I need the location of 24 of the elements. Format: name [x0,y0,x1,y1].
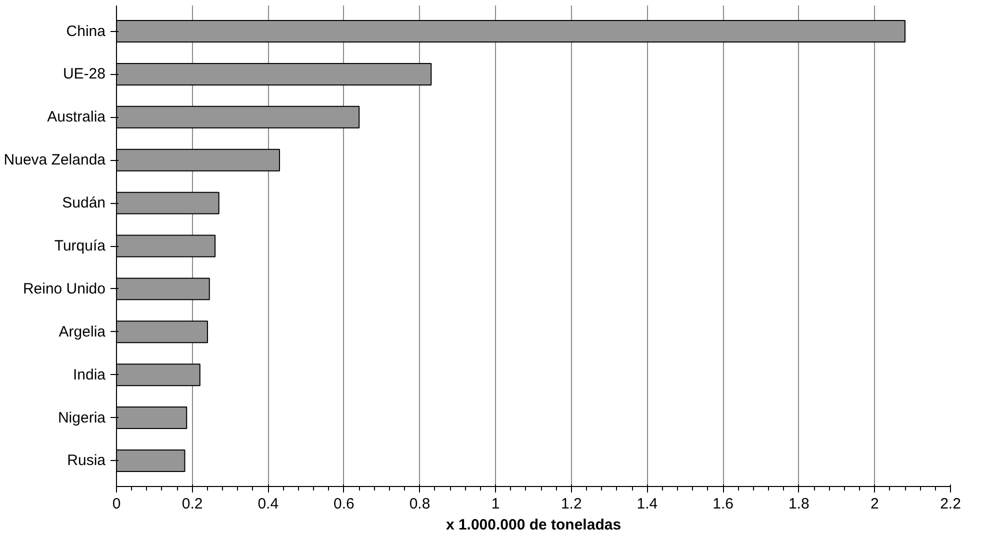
x-tick-label: 1.8 [788,496,810,512]
x-axis-title: x 1.000.000 de toneladas [446,516,622,534]
x-tick-label: 2 [870,496,879,512]
x-tick-label: 0.2 [182,496,203,512]
y-tick-label: Reino Unido [22,280,106,298]
x-tick-label: 0 [112,496,121,512]
y-tick-label: Nigeria [58,409,106,426]
y-tick-label: Argelia [58,323,106,340]
x-tick-label: 1.4 [636,496,658,512]
y-tick-label: Australia [47,108,106,126]
x-tick-label: 0.4 [258,496,279,512]
y-tick-label: UE-28 [62,66,106,83]
y-tick-label: Turquía [54,238,106,254]
y-tick-label: Nueva Zelanda [4,152,106,169]
x-tick-label: 1 [491,496,500,512]
y-tick-label: India [72,366,106,384]
x-tick-label: 1.2 [560,496,582,512]
y-tick-label: China [66,22,106,40]
x-tick-label: 2.2 [940,496,961,512]
y-tick-label: Rusia [67,452,106,470]
x-tick-label: 0.8 [409,496,430,512]
x-tick-label: 0.6 [334,496,354,512]
y-tick-label: Sudán [62,194,106,212]
x-tick-label: 1.6 [712,496,734,512]
